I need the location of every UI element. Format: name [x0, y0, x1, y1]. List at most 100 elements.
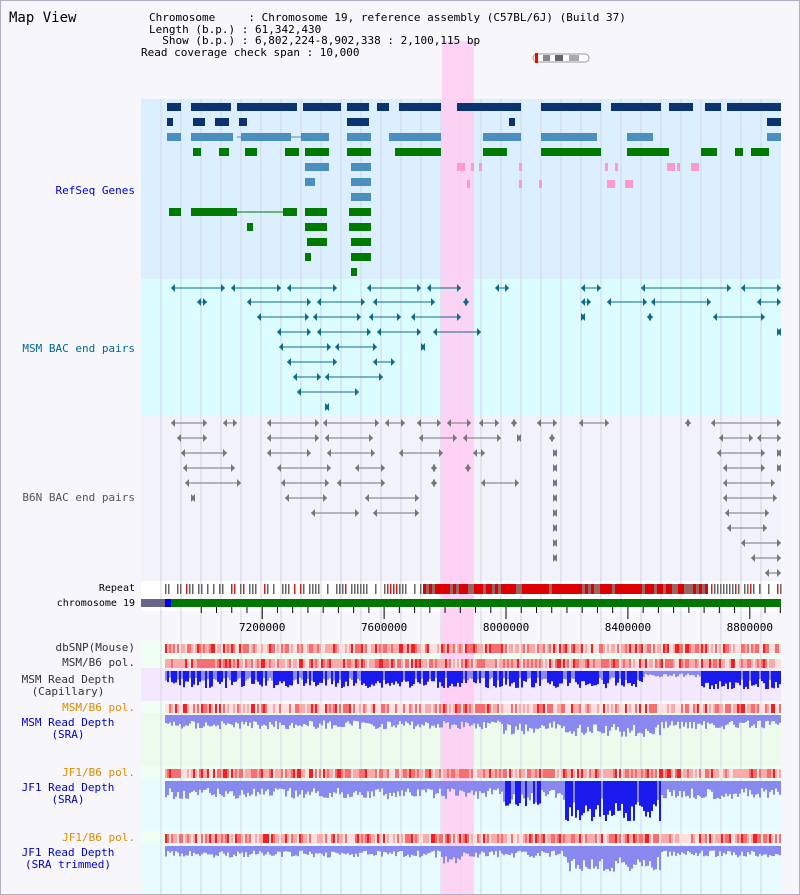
depth-bar	[405, 781, 407, 792]
pol-cell	[663, 644, 665, 653]
depth-bar	[401, 846, 403, 852]
pol-cell	[489, 644, 491, 653]
pol-cell	[727, 704, 729, 713]
gene-strand-arrow	[191, 208, 196, 216]
depth-bar	[549, 671, 551, 685]
gene-strand-arrow	[767, 118, 772, 126]
bac-end-left	[463, 434, 467, 442]
pol-cell	[597, 644, 599, 653]
pol-cell	[401, 834, 403, 843]
pol-cell	[281, 834, 283, 843]
depth-bar	[531, 671, 533, 688]
depth-bar	[711, 671, 713, 686]
depth-bar	[763, 846, 765, 855]
depth-bar	[727, 781, 729, 797]
depth-bar	[273, 715, 275, 727]
depth-bar	[241, 846, 243, 853]
pol-cell	[187, 659, 189, 668]
pol-cell	[169, 644, 171, 653]
depth-bar	[747, 846, 749, 853]
pol-cell	[741, 659, 743, 668]
depth-bar	[371, 715, 373, 725]
depth-bar	[473, 715, 475, 724]
depth-bar	[273, 846, 275, 856]
depth-bar	[305, 781, 307, 795]
pol-cell	[331, 644, 333, 653]
depth-bar	[239, 671, 241, 678]
depth-bar	[711, 715, 713, 724]
pol-cell	[443, 659, 445, 668]
pol-cell	[743, 644, 745, 653]
pol-cell	[429, 704, 431, 713]
depth-bar	[283, 846, 285, 852]
pol-cell	[195, 834, 197, 843]
bac-end-right	[597, 284, 601, 292]
depth-bar	[441, 781, 443, 796]
repeat-mark	[594, 584, 597, 594]
pol-cell	[557, 769, 559, 778]
pol-cell	[759, 659, 761, 668]
depth-bar	[501, 846, 503, 854]
gene-strand-arrow	[167, 103, 172, 111]
bac-end-right	[777, 449, 781, 457]
pol-cell	[455, 659, 457, 668]
pol-cell	[747, 644, 749, 653]
depth-bar	[183, 671, 185, 688]
pol-cell	[739, 704, 741, 713]
pol-cell	[635, 644, 637, 653]
depth-bar	[371, 781, 373, 792]
depth-bar	[525, 846, 527, 852]
gene-exon	[483, 133, 521, 141]
depth-bar	[731, 671, 733, 689]
pol-cell	[409, 659, 411, 668]
pol-cell	[471, 659, 473, 668]
gene-exon	[193, 118, 205, 126]
pol-cell	[573, 644, 575, 653]
chromosome-ideogram[interactable]	[529, 53, 591, 63]
pol-cell	[339, 769, 341, 778]
depth-bar	[199, 781, 201, 790]
depth-bar	[185, 846, 187, 856]
pol-cell	[255, 834, 257, 843]
depth-bar	[723, 781, 725, 798]
pol-cell	[775, 834, 777, 843]
pol-cell	[357, 769, 359, 778]
pol-cell	[695, 834, 697, 843]
bac-end-right	[763, 524, 767, 532]
pol-cell	[703, 704, 705, 713]
depth-bar	[231, 846, 233, 858]
gene-strand-arrow	[541, 103, 546, 111]
pol-cell	[517, 704, 519, 713]
pol-cell	[697, 659, 699, 668]
depth-bar	[559, 715, 561, 726]
pol-cell	[681, 769, 683, 778]
depth-bar	[451, 715, 453, 725]
chromosome-info: Chromosome : Chromosome 19, reference as…	[149, 11, 626, 24]
bac-end-right	[355, 509, 359, 517]
pol-cell	[165, 659, 167, 668]
depth-bar	[165, 846, 167, 857]
pol-cell	[259, 704, 261, 713]
depth-bar	[377, 715, 379, 729]
pol-cell	[473, 659, 475, 668]
depth-bar	[407, 715, 409, 724]
pol-cell	[397, 834, 399, 843]
depth-bar	[607, 715, 609, 736]
pol-cell	[197, 769, 199, 778]
gene-strand-arrow	[219, 148, 224, 156]
pol-cell	[647, 659, 649, 668]
pol-cell	[667, 659, 669, 668]
depth-bar	[637, 781, 639, 803]
depth-bar	[245, 671, 247, 681]
pol-cell	[205, 704, 207, 713]
pol-cell	[465, 769, 467, 778]
pol-cell	[675, 834, 677, 843]
gene-strand-arrow	[395, 148, 400, 156]
pol-cell	[603, 769, 605, 778]
bac-end-right	[587, 298, 591, 306]
depth-bar	[643, 715, 645, 737]
depth-bar	[705, 671, 707, 683]
depth-bar	[695, 781, 697, 799]
repeat-mark	[507, 584, 510, 594]
